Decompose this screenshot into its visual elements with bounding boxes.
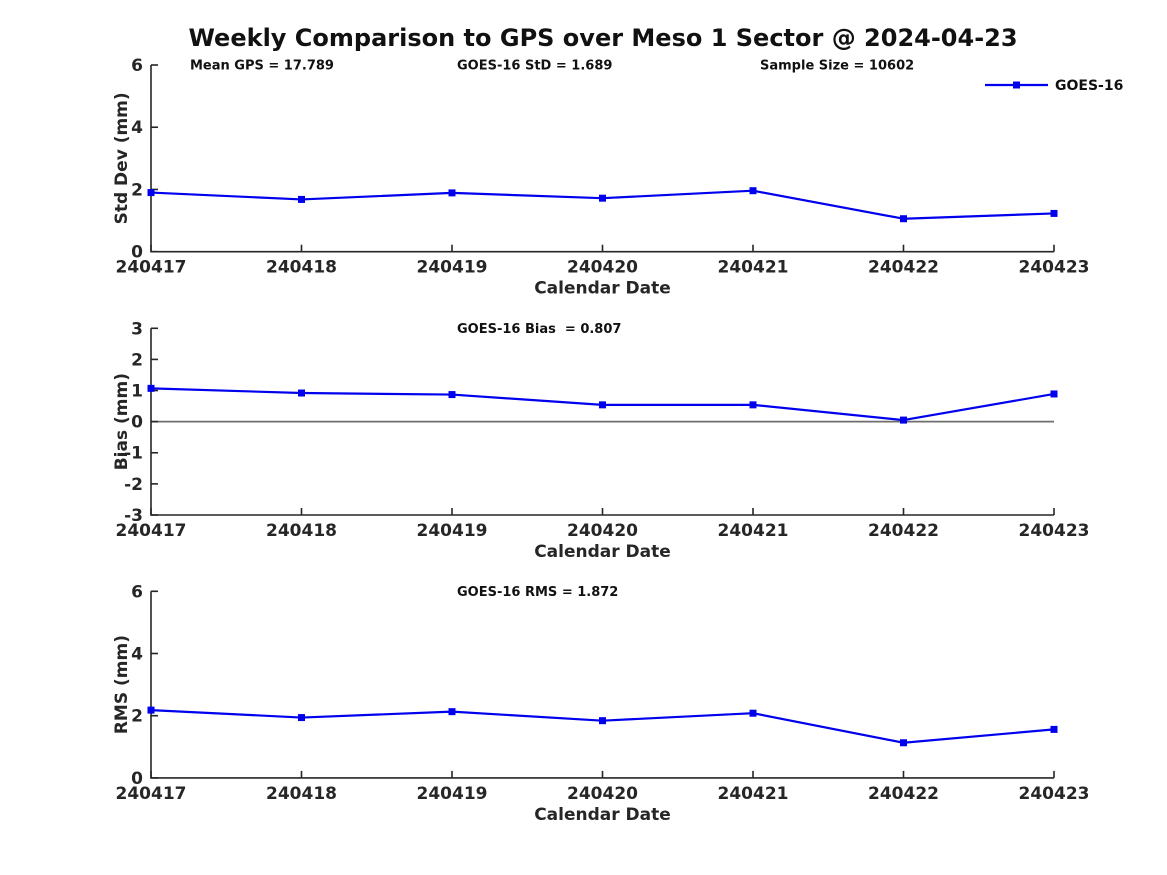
x-tick-label: 240419 xyxy=(417,521,488,541)
annotation: GOES-16 Bias = 0.807 xyxy=(457,322,621,337)
x-tick-label: 240420 xyxy=(567,784,638,804)
annotation: Sample Size = 10602 xyxy=(760,59,914,74)
x-tick-label: 240420 xyxy=(567,521,638,541)
x-tick-label: 240423 xyxy=(1019,521,1090,541)
y-axis-label: Bias (mm) xyxy=(112,373,132,470)
legend-label: GOES-16 xyxy=(1055,78,1123,94)
x-tick-label: 240419 xyxy=(417,258,488,278)
x-tick-label: 240417 xyxy=(116,521,187,541)
data-point-marker xyxy=(749,401,757,409)
x-tick-label: 240421 xyxy=(718,521,789,541)
data-point-marker xyxy=(599,401,606,409)
y-axis-label: Std Dev (mm) xyxy=(112,92,132,224)
data-point-marker xyxy=(147,706,155,714)
data-point-marker xyxy=(900,739,907,747)
x-tick-label: 240422 xyxy=(868,521,939,541)
data-point-marker xyxy=(749,709,757,717)
y-axis-label: RMS (mm) xyxy=(112,635,132,734)
y-tick-label: 2 xyxy=(131,707,143,727)
x-axis-label: Calendar Date xyxy=(534,805,671,825)
subplot-std-dev: 0 2 4 6 240417 240418 240419 240420 240421 240422… xyxy=(112,56,1089,299)
data-point-marker xyxy=(599,194,606,202)
y-tick-label: -3 xyxy=(124,506,143,526)
y-tick-label: 2 xyxy=(131,180,143,200)
annotation: GOES-16 RMS = 1.872 xyxy=(457,585,618,600)
y-tick-label: 6 xyxy=(131,582,143,602)
x-tick-label: 240418 xyxy=(266,784,337,804)
y-tick-label: 0 xyxy=(131,413,143,433)
x-axis-label: Calendar Date xyxy=(534,542,671,562)
x-tick-label: 240417 xyxy=(116,784,187,804)
x-tick-label: 240418 xyxy=(266,258,337,278)
data-point-marker xyxy=(147,384,155,392)
data-point-marker xyxy=(448,391,456,399)
subplot-rms: 0 2 4 6 240417 240418 240419 240420 240421 240422… xyxy=(112,582,1089,825)
x-tick-label: 240421 xyxy=(718,258,789,278)
x-tick-label: 240418 xyxy=(266,521,337,541)
axis-spines xyxy=(150,591,1054,779)
y-tick-label: 6 xyxy=(131,56,143,76)
legend-marker-icon xyxy=(1013,81,1020,89)
data-point-marker xyxy=(599,717,606,725)
y-tick-label: 2 xyxy=(131,350,143,370)
x-tick-label: 240419 xyxy=(417,784,488,804)
subplots: 0 2 4 6 240417 240418 240419 240420 240421 240422… xyxy=(112,56,1089,825)
data-point-marker xyxy=(1050,209,1058,217)
data-point-marker xyxy=(298,714,305,722)
legend: GOES-16 xyxy=(985,78,1123,94)
data-point-marker xyxy=(448,189,456,197)
y-tick-label: 0 xyxy=(131,769,143,789)
data-point-marker xyxy=(749,187,757,195)
y-tick-label: 1 xyxy=(131,381,143,401)
figure-title: Weekly Comparison to GPS over Meso 1 Sec… xyxy=(188,24,1017,52)
x-tick-label: 240417 xyxy=(116,258,187,278)
data-point-marker xyxy=(298,389,305,397)
x-tick-label: 240422 xyxy=(868,784,939,804)
data-point-marker xyxy=(900,416,907,424)
y-tick-label: 4 xyxy=(131,644,143,664)
data-point-marker xyxy=(1050,390,1058,398)
y-tick-label: 0 xyxy=(131,243,143,263)
subplot-bias: -3 -2 -1 0 1 2 3 240417 240418 240419 240420 240421… xyxy=(112,319,1089,562)
series-line xyxy=(149,709,1056,744)
y-tick-label: -1 xyxy=(124,444,143,464)
data-point-marker xyxy=(298,195,305,203)
annotation: GOES-16 StD = 1.689 xyxy=(457,59,612,74)
x-axis-label: Calendar Date xyxy=(534,279,671,299)
axis-spines xyxy=(150,65,1054,253)
y-tick-label: -2 xyxy=(124,475,143,495)
x-tick-label: 240422 xyxy=(868,258,939,278)
y-tick-label: 3 xyxy=(131,319,143,339)
x-tick-label: 240423 xyxy=(1019,784,1090,804)
x-tick-label: 240421 xyxy=(718,784,789,804)
data-point-marker xyxy=(900,215,907,223)
data-point-marker xyxy=(147,189,155,197)
y-tick-label: 4 xyxy=(131,118,143,138)
x-tick-label: 240423 xyxy=(1019,258,1090,278)
data-point-marker xyxy=(1050,725,1058,733)
annotation: Mean GPS = 17.789 xyxy=(190,59,334,74)
x-tick-label: 240420 xyxy=(567,258,638,278)
data-point-marker xyxy=(448,708,456,716)
